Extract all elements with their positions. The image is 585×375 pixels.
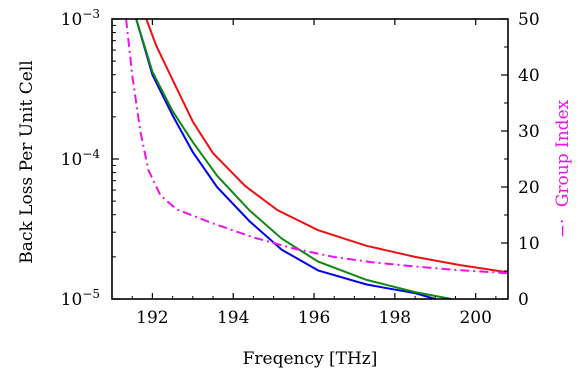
y-left-tick-label: 10−3 [61,7,100,30]
y-right-tick-label: 50 [518,10,540,30]
series-line-3 [135,19,452,299]
y-right-tick-label: 10 [518,234,540,254]
y-left-tick-label: 10−4 [61,147,101,170]
tick-exponent: −3 [82,7,100,21]
plot-lines [125,19,508,299]
x-tick-label: 198 [379,308,411,328]
tick-base: 10 [61,10,83,30]
x-tick-label: 194 [217,308,249,328]
y-left-tick-label: 10−5 [61,287,100,310]
y-right-tick-label: 30 [518,122,540,142]
x-tick-label: 200 [459,308,491,328]
y-right-tick-label: 40 [518,66,540,86]
tick-exponent: −4 [82,147,100,161]
series-line-1 [145,19,508,274]
x-tick-label: 196 [298,308,330,328]
y-axis-left-label: Back Loss Per Unit Cell [17,60,37,263]
x-tick-label: 192 [136,308,168,328]
tick-base: 10 [61,290,83,310]
series-line-2 [135,19,436,299]
y-axis-right-marker: −· [553,219,573,239]
y-axis-right-text: Group Index [553,99,573,207]
y-right-tick-label: 0 [518,290,529,310]
series-line-4 [125,19,508,275]
x-axis-label: Freqency [THz] [243,349,378,369]
y-axis-right-label: −· Group Index [553,99,573,238]
tick-base: 10 [61,150,83,170]
tick-exponent: −5 [82,287,100,301]
y-right-tick-label: 20 [518,178,540,198]
